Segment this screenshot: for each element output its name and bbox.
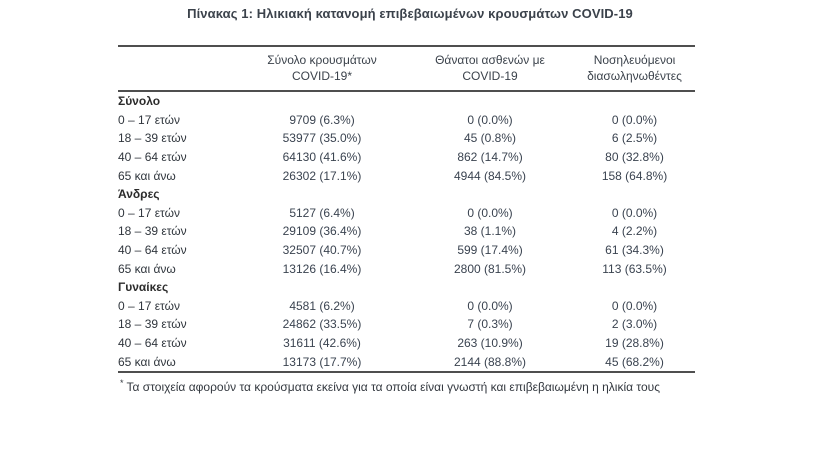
deaths-cell: 38 (1.1%) (463, 224, 517, 239)
cases-cell: 31611 (42.6%) (283, 336, 361, 351)
deaths-cell: 2800 (81.5%) (453, 261, 527, 276)
deaths-cell: 4944 (84.5%) (453, 168, 527, 183)
age-group-label: 40 – 64 ετών (118, 336, 187, 351)
section-label: Γυναίκες (118, 280, 169, 295)
table-footnote: * Τα στοιχεία αφορούν τα κρούσματα εκείνα… (118, 378, 695, 394)
age-group-label: 65 και άνω (118, 168, 176, 183)
table-row: 18 – 39 ετών 53977 (35.0%) 45 (0.8%) 6 (2.5… (118, 129, 695, 148)
header-intubated-line1: Νοσηλευόμενοι (593, 53, 676, 67)
table-body: Σύνολο 0 – 17 ετών 9709 (6.3%) 0 (0.0%) 0 (0… (118, 91, 695, 372)
age-group-label: 0 – 17 ετών (118, 298, 180, 313)
cases-cell: 29109 (36.4%) (282, 224, 362, 239)
table-row: 18 – 39 ετών 24862 (33.5%) 7 (0.3%) 2 (3.0%… (118, 315, 695, 334)
header-intubated-line2: διασωληνωθέντες (587, 69, 682, 83)
deaths-cell: 7 (0.3%) (467, 317, 513, 332)
deaths-cell: 0 (0.0%) (467, 298, 513, 313)
cases-cell: 13173 (17.7%) (282, 354, 362, 369)
table-row: 40 – 64 ετών 31611 (42.6%) 263 (10.9%) 19 (… (118, 334, 695, 353)
cases-cell: 5127 (6.4%) (289, 205, 355, 220)
cases-cell: 13126 (16.4%) (282, 261, 362, 276)
header-deaths-line1: Θάνατοι ασθενών με (435, 53, 545, 67)
intubated-cell: 19 (28.8%) (605, 336, 664, 351)
deaths-cell: 599 (17.4%) (457, 243, 523, 258)
table-row: 0 – 17 ετών 9709 (6.3%) 0 (0.0%) 0 (0.0%) (118, 111, 695, 130)
deaths-cell: 0 (0.0%) (467, 205, 513, 220)
intubated-cell: 2 (3.0%) (611, 317, 658, 332)
deaths-cell: 45 (0.8%) (463, 131, 517, 146)
footnote-marker: * (120, 377, 124, 388)
intubated-cell: 4 (2.2%) (611, 224, 658, 239)
intubated-cell: 0 (0.0%) (611, 298, 658, 313)
intubated-cell: 158 (64.8%) (601, 168, 668, 183)
age-group-label: 65 και άνω (118, 354, 176, 369)
header-empty (118, 46, 238, 92)
cases-cell: 9709 (6.3%) (289, 112, 355, 127)
age-group-label: 40 – 64 ετών (118, 150, 187, 165)
covid-age-table: Σύνολο κρουσμάτων COVID-19* Θάνατοι ασθε… (118, 45, 695, 394)
deaths-cell: 0 (0.0%) (467, 112, 513, 127)
intubated-cell: 0 (0.0%) (611, 112, 658, 127)
header-total-cases: Σύνολο κρουσμάτων COVID-19* (238, 46, 406, 92)
age-group-label: 40 – 64 ετών (118, 243, 187, 258)
section-label: Άνδρες (118, 187, 160, 202)
section-header-row: Γυναίκες (118, 278, 695, 297)
age-group-label: 18 – 39 ετών (118, 224, 187, 239)
intubated-cell: 61 (34.3%) (605, 243, 664, 258)
table-row: 0 – 17 ετών 4581 (6.2%) 0 (0.0%) 0 (0.0%) (118, 297, 695, 316)
table-row: 18 – 39 ετών 29109 (36.4%) 38 (1.1%) 4 (2.2… (118, 222, 695, 241)
table-title: Πίνακας 1: Ηλικιακή κατανομή επιβεβαιωμέ… (187, 6, 633, 21)
cases-cell: 24862 (33.5%) (282, 317, 362, 332)
table-header: Σύνολο κρουσμάτων COVID-19* Θάνατοι ασθε… (118, 46, 695, 92)
cases-cell: 4581 (6.2%) (289, 298, 355, 313)
table-row: 65 και άνω 13126 (16.4%) 2800 (81.5%) 113 (… (118, 259, 695, 278)
cases-cell: 32507 (40.7%) (282, 243, 362, 258)
deaths-cell: 263 (10.9%) (457, 336, 523, 351)
cases-cell: 64130 (41.6%) (282, 150, 362, 165)
header-intubated: Νοσηλευόμενοι διασωληνωθέντες (574, 46, 695, 92)
age-group-label: 0 – 17 ετών (118, 205, 180, 220)
age-group-label: 18 – 39 ετών (118, 131, 187, 146)
header-row: Σύνολο κρουσμάτων COVID-19* Θάνατοι ασθε… (118, 46, 695, 92)
footnote-text: Τα στοιχεία αφορούν τα κρούσματα εκείνα … (126, 379, 660, 394)
age-group-label: 18 – 39 ετών (118, 317, 187, 332)
intubated-cell: 0 (0.0%) (611, 205, 658, 220)
header-total-cases-line2: COVID-19* (291, 69, 353, 83)
cases-cell: 53977 (35.0%) (282, 131, 362, 146)
table-row: 40 – 64 ετών 32507 (40.7%) 599 (17.4%) 61 (… (118, 241, 695, 260)
section-header-row: Σύνολο (118, 91, 695, 111)
table-row: 65 και άνω 13173 (17.7%) 2144 (88.8%) 45 (6… (118, 352, 695, 372)
cases-cell: 26302 (17.1%) (282, 168, 362, 183)
table-row: 40 – 64 ετών 64130 (41.6%) 862 (14.7%) 80 (… (118, 148, 695, 167)
intubated-cell: 113 (63.5%) (602, 261, 667, 276)
section-header-row: Άνδρες (118, 185, 695, 204)
intubated-cell: 45 (68.2%) (605, 354, 664, 369)
header-deaths-line2: COVID-19 (462, 69, 518, 83)
section-label: Σύνολο (118, 94, 161, 109)
header-total-cases-line1: Σύνολο κρουσμάτων (267, 53, 377, 67)
age-group-label: 65 και άνω (118, 261, 176, 276)
deaths-cell: 862 (14.7%) (457, 150, 523, 165)
table-row: 0 – 17 ετών 5127 (6.4%) 0 (0.0%) 0 (0.0%) (118, 204, 695, 223)
age-group-label: 0 – 17 ετών (118, 112, 180, 127)
intubated-cell: 80 (32.8%) (605, 150, 664, 165)
data-table: Σύνολο κρουσμάτων COVID-19* Θάνατοι ασθε… (118, 45, 695, 373)
header-deaths: Θάνατοι ασθενών με COVID-19 (406, 46, 574, 92)
table-row: 65 και άνω 26302 (17.1%) 4944 (84.5%) 158 (… (118, 166, 695, 185)
intubated-cell: 6 (2.5%) (611, 131, 658, 146)
deaths-cell: 2144 (88.8%) (453, 354, 527, 369)
